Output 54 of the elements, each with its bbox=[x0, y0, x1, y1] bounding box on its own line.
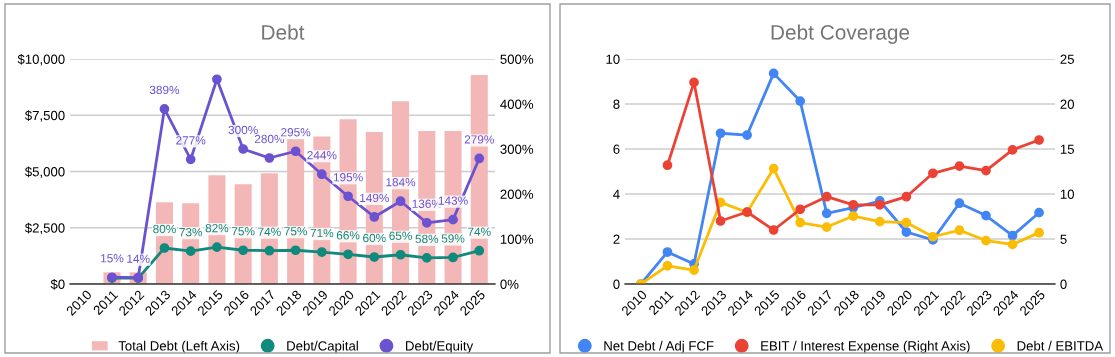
y-tick-label: 0 bbox=[613, 279, 620, 289]
y-tick-label: 2 bbox=[613, 234, 620, 244]
data-label: 65% bbox=[389, 231, 412, 240]
legend-label: Total Debt (Left Axis) bbox=[118, 340, 240, 354]
y-tick-label: $0 bbox=[50, 279, 65, 290]
data-label: 300% bbox=[228, 125, 258, 135]
data-label: 184% bbox=[386, 178, 416, 187]
y-tick-label: 4 bbox=[613, 189, 620, 199]
chart-title: Debt Coverage bbox=[771, 24, 910, 44]
data-label: 149% bbox=[360, 193, 389, 203]
data-label: 74% bbox=[468, 227, 491, 236]
data-label: 80% bbox=[153, 224, 176, 234]
data-label: 66% bbox=[336, 231, 360, 240]
data-label: 15% bbox=[101, 254, 124, 263]
data-label: 59% bbox=[441, 234, 465, 243]
legend-label: Debt/Equity bbox=[406, 340, 474, 354]
y-tick-label: $7,500 bbox=[24, 110, 65, 122]
data-label: 82% bbox=[205, 223, 229, 233]
y2-tick-label: 500% bbox=[500, 54, 534, 64]
legend-label: Debt / EBITDA bbox=[1017, 340, 1104, 351]
y2-tick-label: 15 bbox=[1060, 144, 1074, 154]
data-label: 60% bbox=[363, 233, 386, 243]
y-tick-label: $2,500 bbox=[24, 222, 65, 235]
y-tick-label: 6 bbox=[613, 144, 620, 154]
y2-tick-label: 300% bbox=[500, 144, 534, 154]
data-label: 244% bbox=[307, 151, 337, 160]
y2-tick-label: 100% bbox=[500, 234, 534, 244]
y2-tick-label: 5 bbox=[1060, 234, 1067, 244]
data-label: 279% bbox=[464, 135, 494, 144]
data-label: 75% bbox=[284, 227, 308, 236]
data-label: 277% bbox=[176, 136, 206, 145]
y2-tick-label: 400% bbox=[500, 99, 534, 109]
y-tick-label: 10 bbox=[606, 54, 620, 64]
y2-tick-label: 25 bbox=[1060, 54, 1074, 64]
data-label: 71% bbox=[310, 228, 334, 238]
y-tick-label: $10,000 bbox=[17, 54, 65, 66]
y2-tick-label: 200% bbox=[500, 189, 534, 199]
y-tick-label: 8 bbox=[613, 99, 620, 109]
data-label: 389% bbox=[149, 85, 180, 95]
data-label: 75% bbox=[231, 227, 255, 236]
legend-label: EBIT / Interest Expense (Right Axis) bbox=[761, 340, 970, 354]
chart-title: Debt bbox=[262, 24, 305, 40]
y2-tick-label: 0 bbox=[1060, 279, 1067, 289]
y-tick-label: $5,000 bbox=[24, 166, 65, 178]
data-label: 14% bbox=[127, 254, 150, 263]
data-label: 74% bbox=[258, 227, 281, 236]
data-label: 58% bbox=[415, 234, 439, 244]
legend-label: Debt/Capital bbox=[287, 340, 358, 354]
y2-tick-label: 0% bbox=[500, 279, 519, 289]
legend-label: Net Debt / Adj FCF bbox=[604, 340, 714, 354]
y2-tick-label: 20 bbox=[1060, 99, 1075, 109]
y2-tick-label: 10 bbox=[1060, 189, 1075, 199]
data-label: 73% bbox=[179, 227, 203, 237]
data-label: 195% bbox=[333, 173, 363, 182]
